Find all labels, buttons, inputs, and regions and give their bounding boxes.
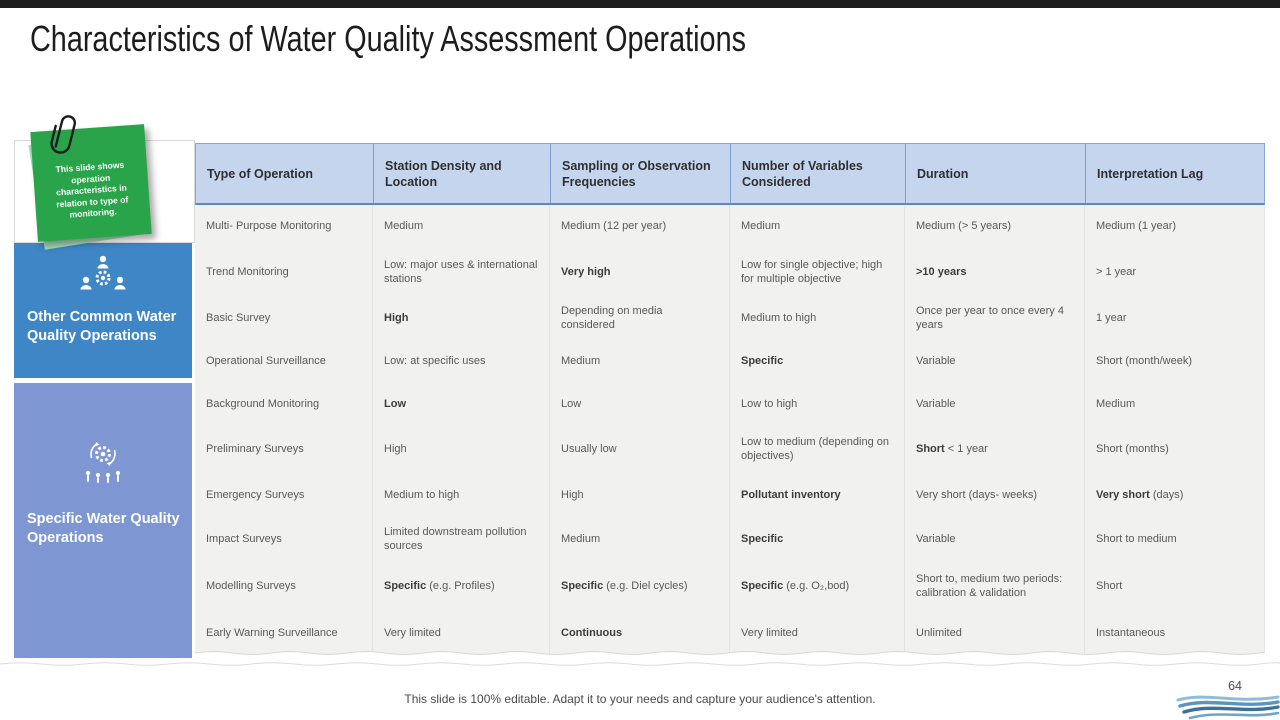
table-cell: High [550, 473, 730, 518]
torn-edge-wave [195, 651, 1265, 662]
paperclip-icon [50, 115, 77, 154]
table-cell: Depending on media considered [550, 296, 730, 341]
column-header: Number of Variables Considered [731, 144, 906, 203]
table-cell: High [373, 426, 550, 473]
table-header-row: Type of Operation Station Density and Loc… [195, 143, 1265, 205]
table-cell: Low [550, 383, 730, 426]
table-cell: Unlimited [905, 612, 1085, 656]
table-row: Basic Survey High Depending on media consi… [195, 296, 1264, 341]
table-cell: 1 year [1096, 311, 1127, 324]
table-cell: Short to medium [1096, 532, 1177, 545]
sticky-note-text: This slide shows operation characteristi… [55, 159, 129, 220]
table-cell: Low: major uses & international stations [373, 249, 550, 296]
table-cell: Early Warning Surveillance [195, 612, 373, 656]
table-cell: > 1 year [1096, 265, 1137, 278]
table-cell: Once per year to once every 4 years [905, 296, 1085, 341]
table-cell: Variable [905, 383, 1085, 426]
table-cell: Modelling Surveys [195, 561, 373, 612]
table-row: Impact Surveys Limited downstream polluti… [195, 518, 1264, 561]
table-cell: Variable [905, 341, 1085, 383]
table-cell: Specific (e.g. Profiles) [373, 561, 550, 612]
table-row: Modelling Surveys Specific (e.g. Profiles… [195, 561, 1264, 612]
table-cell: Very short (days) [1096, 488, 1184, 501]
page-number: 64 [1228, 679, 1242, 693]
table-row: Background Monitoring Low Low Low to high Va… [195, 383, 1264, 426]
footer-note: This slide is 100% editable. Adapt it to… [404, 692, 876, 706]
table-cell: Short < 1 year [905, 426, 1085, 473]
table-cell: Emergency Surveys [195, 473, 373, 518]
table-body: Multi- Purpose Monitoring Medium Medium (1… [195, 205, 1265, 656]
column-header: Station Density and Location [374, 144, 551, 203]
table-cell: Short [1096, 579, 1123, 592]
page-title: Characteristics of Water Quality Assessm… [30, 18, 746, 59]
table-cell: Limited downstream pollution sources [373, 518, 550, 561]
table-cell: Low [373, 383, 550, 426]
table-cell: Specific (e.g. Diel cycles) [550, 561, 730, 612]
table-cell: Preliminary Surveys [195, 426, 373, 473]
sidebar-group-specific: Specific Water Quality Operations [14, 383, 192, 658]
top-accent-bar [0, 0, 1280, 8]
table-cell: Medium [730, 205, 905, 249]
table-cell: Low to high [730, 383, 905, 426]
table-cell: Basic Survey [195, 296, 373, 341]
table-cell: Very high [550, 249, 730, 296]
table-cell: Specific (e.g. O₂,bod) [730, 561, 905, 612]
table-cell: Specific [730, 341, 905, 383]
table-cell: Medium [373, 205, 550, 249]
column-header: Duration [906, 144, 1086, 203]
table-cell: Pollutant inventory [730, 473, 905, 518]
table-row: Trend Monitoring Low: major uses & intern… [195, 249, 1264, 296]
table-cell: >10 years [905, 249, 1085, 296]
column-header: Sampling or Observation Frequencies [551, 144, 731, 203]
sidebar-group-label: Specific Water Quality Operations [27, 511, 180, 546]
table-cell: Medium to high [373, 473, 550, 518]
table-row: Emergency Surveys Medium to high High Pollu… [195, 473, 1264, 518]
characteristics-table: Type of Operation Station Density and Loc… [195, 143, 1265, 656]
table-cell: Medium to high [730, 296, 905, 341]
divider-wave [0, 662, 1280, 666]
table-cell: Very limited [373, 612, 550, 656]
table-row: Preliminary Surveys High Usually low Low to… [195, 426, 1264, 473]
table-cell: Very limited [730, 612, 905, 656]
sidebar-group-other-common: Other Common Water Quality Operations [14, 243, 192, 378]
table-cell: Operational Surveillance [195, 341, 373, 383]
table-cell: Low to medium (depending on objectives) [730, 426, 905, 473]
table-cell: Medium [1096, 397, 1136, 410]
table-row: Early Warning Surveillance Very limited Co… [195, 612, 1264, 656]
table-cell: Continuous [550, 612, 730, 656]
table-cell: Medium (1 year) [1096, 220, 1177, 233]
table-cell: Short (month/week) [1096, 355, 1192, 368]
table-cell: Medium (> 5 years) [905, 205, 1085, 249]
sidebar-group-label: Other Common Water Quality Operations [27, 309, 177, 344]
table-cell: Background Monitoring [195, 383, 373, 426]
table-cell: Short (months) [1096, 442, 1169, 455]
table-cell: Impact Surveys [195, 518, 373, 561]
table-cell: Multi- Purpose Monitoring [195, 205, 373, 249]
table-cell: Specific [730, 518, 905, 561]
table-row: Operational Surveillance Low: at specific… [195, 341, 1264, 383]
table-cell: Variable [905, 518, 1085, 561]
table-cell: Medium (12 per year) [550, 205, 730, 249]
table-cell: Low for single objective; high for multi… [730, 249, 905, 296]
table-cell: Usually low [550, 426, 730, 473]
table-cell: Very short (days- weeks) [905, 473, 1085, 518]
gear-process-people-icon [14, 441, 192, 490]
water-waves-logo [1176, 695, 1280, 720]
table-cell: High [373, 296, 550, 341]
table-row: Multi- Purpose Monitoring Medium Medium (1… [195, 205, 1264, 249]
column-header: Interpretation Lag [1097, 166, 1204, 181]
team-gear-icon [14, 254, 192, 301]
table-cell: Trend Monitoring [195, 249, 373, 296]
table-cell: Short to, medium two periods: calibratio… [905, 561, 1085, 612]
table-cell: Medium [550, 518, 730, 561]
column-header: Type of Operation [196, 144, 374, 203]
table-cell: Low: at specific uses [373, 341, 550, 383]
table-cell: Instantaneous [1096, 627, 1166, 640]
table-cell: Medium [550, 341, 730, 383]
